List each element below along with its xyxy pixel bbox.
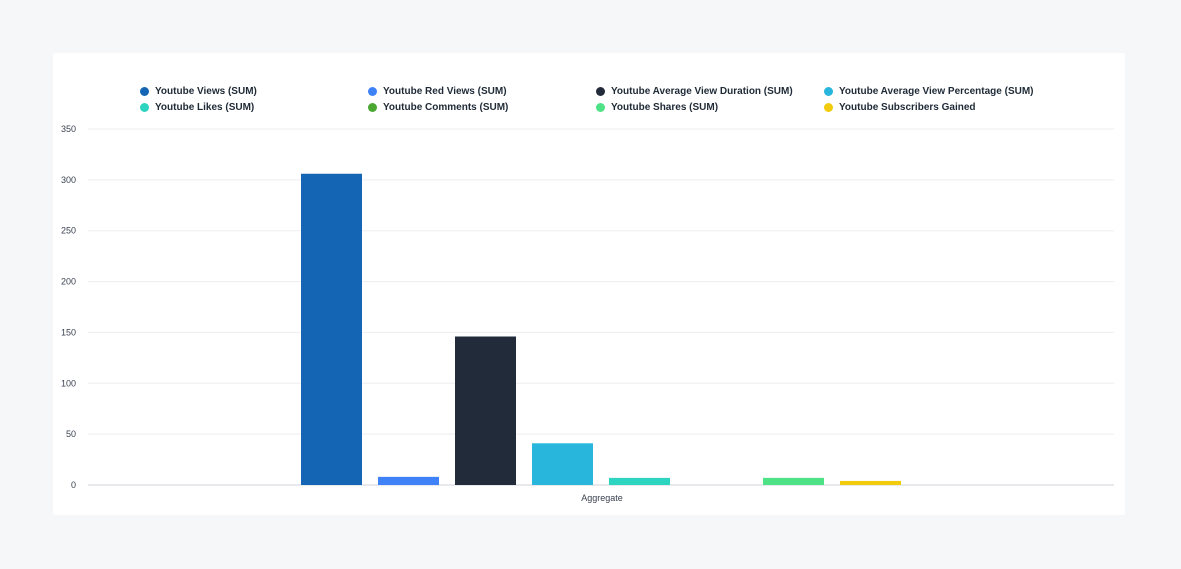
- legend-swatch: [596, 103, 605, 112]
- legend-label: Youtube Comments (SUM): [383, 102, 509, 113]
- y-tick-label: 350: [61, 124, 76, 134]
- legend-item[interactable]: Youtube Red Views (SUM): [368, 85, 596, 98]
- bar[interactable]: [532, 443, 593, 485]
- legend-item[interactable]: Youtube Average View Duration (SUM): [596, 85, 824, 98]
- bar-chart: 0 50 100 150 200 250 300 350 Aggregate: [61, 124, 1114, 503]
- legend-swatch: [140, 87, 149, 96]
- legend-label: Youtube Average View Duration (SUM): [611, 86, 793, 97]
- chart-gridlines: [88, 128, 1114, 486]
- bar[interactable]: [301, 173, 362, 486]
- legend-label: Youtube Subscribers Gained: [839, 102, 976, 113]
- legend-item[interactable]: Youtube Views (SUM): [140, 85, 368, 98]
- y-tick-label: 150: [61, 327, 76, 337]
- bar[interactable]: [840, 480, 901, 485]
- y-tick-label: 300: [61, 175, 76, 185]
- chart-legend: Youtube Views (SUM) Youtube Red Views (SU…: [140, 85, 1100, 114]
- y-tick-label: 100: [61, 378, 76, 388]
- legend-item[interactable]: Youtube Shares (SUM): [596, 101, 824, 114]
- legend-item[interactable]: Youtube Likes (SUM): [140, 101, 368, 114]
- x-category-label: Aggregate: [581, 493, 623, 503]
- legend-swatch: [368, 87, 377, 96]
- y-tick-label: 50: [66, 429, 76, 439]
- legend-swatch: [368, 103, 377, 112]
- y-tick-label: 200: [61, 277, 76, 287]
- legend-label: Youtube Views (SUM): [155, 86, 257, 97]
- legend-label: Youtube Average View Percentage (SUM): [839, 86, 1034, 97]
- legend-swatch: [140, 103, 149, 112]
- bar[interactable]: [763, 477, 824, 485]
- bar[interactable]: [378, 476, 439, 485]
- legend-swatch: [824, 87, 833, 96]
- y-tick-label: 0: [71, 480, 76, 490]
- legend-item[interactable]: Youtube Subscribers Gained: [824, 101, 1084, 114]
- legend-item[interactable]: Youtube Comments (SUM): [368, 101, 596, 114]
- x-axis: Aggregate: [581, 493, 623, 503]
- legend-item[interactable]: Youtube Average View Percentage (SUM): [824, 85, 1084, 98]
- legend-swatch: [824, 103, 833, 112]
- chart-card: Youtube Views (SUM) Youtube Red Views (SU…: [53, 53, 1125, 515]
- bar[interactable]: [609, 477, 670, 485]
- legend-label: Youtube Shares (SUM): [611, 102, 719, 113]
- y-tick-label: 250: [61, 226, 76, 236]
- y-axis: 0 50 100 150 200 250 300 350: [61, 124, 76, 490]
- legend-label: Youtube Red Views (SUM): [383, 86, 507, 97]
- chart-bars: [301, 173, 901, 486]
- legend-swatch: [596, 87, 605, 96]
- legend-label: Youtube Likes (SUM): [155, 102, 255, 113]
- bar[interactable]: [455, 336, 516, 485]
